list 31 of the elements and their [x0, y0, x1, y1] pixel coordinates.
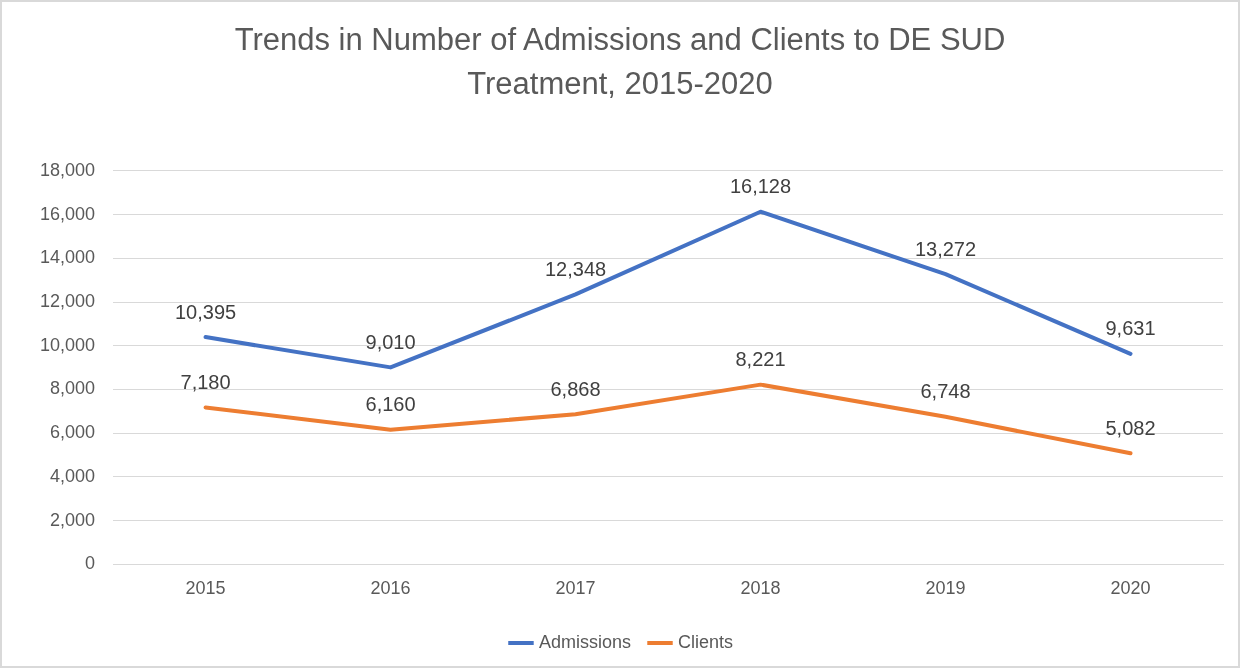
x-tick-label: 2019	[925, 578, 966, 599]
data-label: 6,748	[920, 380, 971, 403]
legend-label: Admissions	[538, 631, 632, 652]
y-tick-label: 6,000	[50, 422, 96, 443]
x-tick-label: 2020	[1110, 578, 1151, 599]
y-tick-label: 16,000	[39, 203, 96, 224]
data-label: 6,160	[365, 393, 416, 416]
data-label: 7,180	[180, 370, 231, 393]
data-label: 16,128	[729, 175, 792, 198]
y-tick-label: 0	[85, 553, 96, 574]
y-tick-label: 18,000	[39, 159, 96, 180]
x-tick-label: 2016	[370, 578, 411, 599]
y-tick-label: 8,000	[50, 378, 96, 399]
data-label: 10,395	[174, 300, 237, 323]
data-label: 12,348	[544, 257, 607, 280]
x-tick-label: 2017	[555, 578, 596, 599]
data-label: 13,272	[914, 237, 977, 260]
data-label: 9,010	[365, 330, 416, 353]
y-tick-label: 12,000	[39, 290, 96, 311]
data-label: 6,868	[550, 377, 601, 400]
y-tick-label: 14,000	[39, 247, 96, 268]
x-tick-label: 2018	[740, 578, 781, 599]
x-tick-label: 2015	[185, 578, 226, 599]
chart-title: Trends in Number of Admissions and Clients to DE SUD Treatment, 2015-2020	[233, 21, 1007, 103]
y-tick-label: 10,000	[39, 334, 96, 355]
legend-label: Clients	[678, 631, 734, 652]
y-tick-label: 2,000	[50, 509, 96, 530]
data-label: 8,221	[735, 348, 786, 371]
data-label: 9,631	[1105, 317, 1156, 340]
y-tick-label: 4,000	[50, 465, 96, 486]
data-label: 5,082	[1105, 416, 1156, 439]
